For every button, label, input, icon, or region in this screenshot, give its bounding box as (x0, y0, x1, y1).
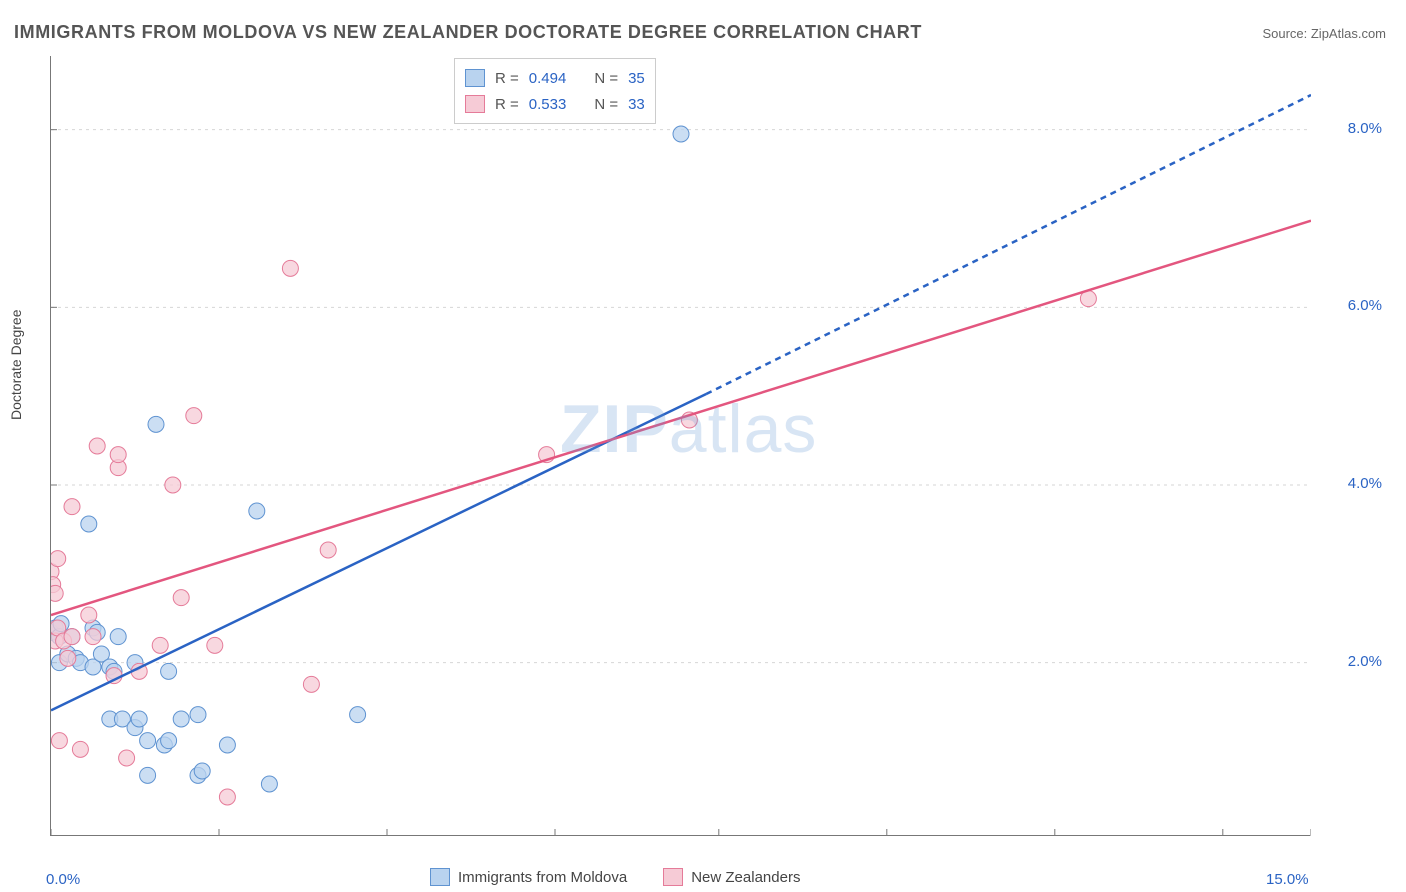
legend-series: Immigrants from Moldova New Zealanders (430, 868, 800, 886)
swatch-nz (465, 95, 485, 113)
x-tick-label: 15.0% (1266, 871, 1309, 888)
legend-stats-row-nz: R = 0.533 N = 33 (465, 91, 645, 117)
legend-item-moldova: Immigrants from Moldova (430, 868, 627, 886)
chart-title: IMMIGRANTS FROM MOLDOVA VS NEW ZEALANDER… (14, 22, 922, 43)
n-label: N = (594, 70, 618, 87)
chart-plot-area (50, 56, 1310, 836)
y-tick-label: 6.0% (1348, 297, 1382, 314)
r-value-nz: 0.533 (529, 96, 567, 113)
swatch-nz (663, 868, 683, 886)
legend-stats: R = 0.494 N = 35 R = 0.533 N = 33 (454, 58, 656, 124)
x-tick-label: 0.0% (46, 871, 80, 888)
y-tick-label: 8.0% (1348, 120, 1382, 137)
legend-item-nz: New Zealanders (663, 868, 800, 886)
n-value-nz: 33 (628, 96, 645, 113)
y-tick-label: 4.0% (1348, 475, 1382, 492)
swatch-moldova (430, 868, 450, 886)
n-label: N = (594, 96, 618, 113)
r-value-moldova: 0.494 (529, 70, 567, 87)
legend-stats-row-moldova: R = 0.494 N = 35 (465, 65, 645, 91)
y-tick-label: 2.0% (1348, 653, 1382, 670)
legend-label-nz: New Zealanders (691, 869, 800, 886)
legend-label-moldova: Immigrants from Moldova (458, 869, 627, 886)
y-axis-label: Doctorate Degree (8, 309, 24, 420)
swatch-moldova (465, 69, 485, 87)
r-label: R = (495, 96, 519, 113)
plot-svg (51, 56, 1311, 836)
r-label: R = (495, 70, 519, 87)
n-value-moldova: 35 (628, 70, 645, 87)
source-label: Source: ZipAtlas.com (1262, 26, 1386, 41)
